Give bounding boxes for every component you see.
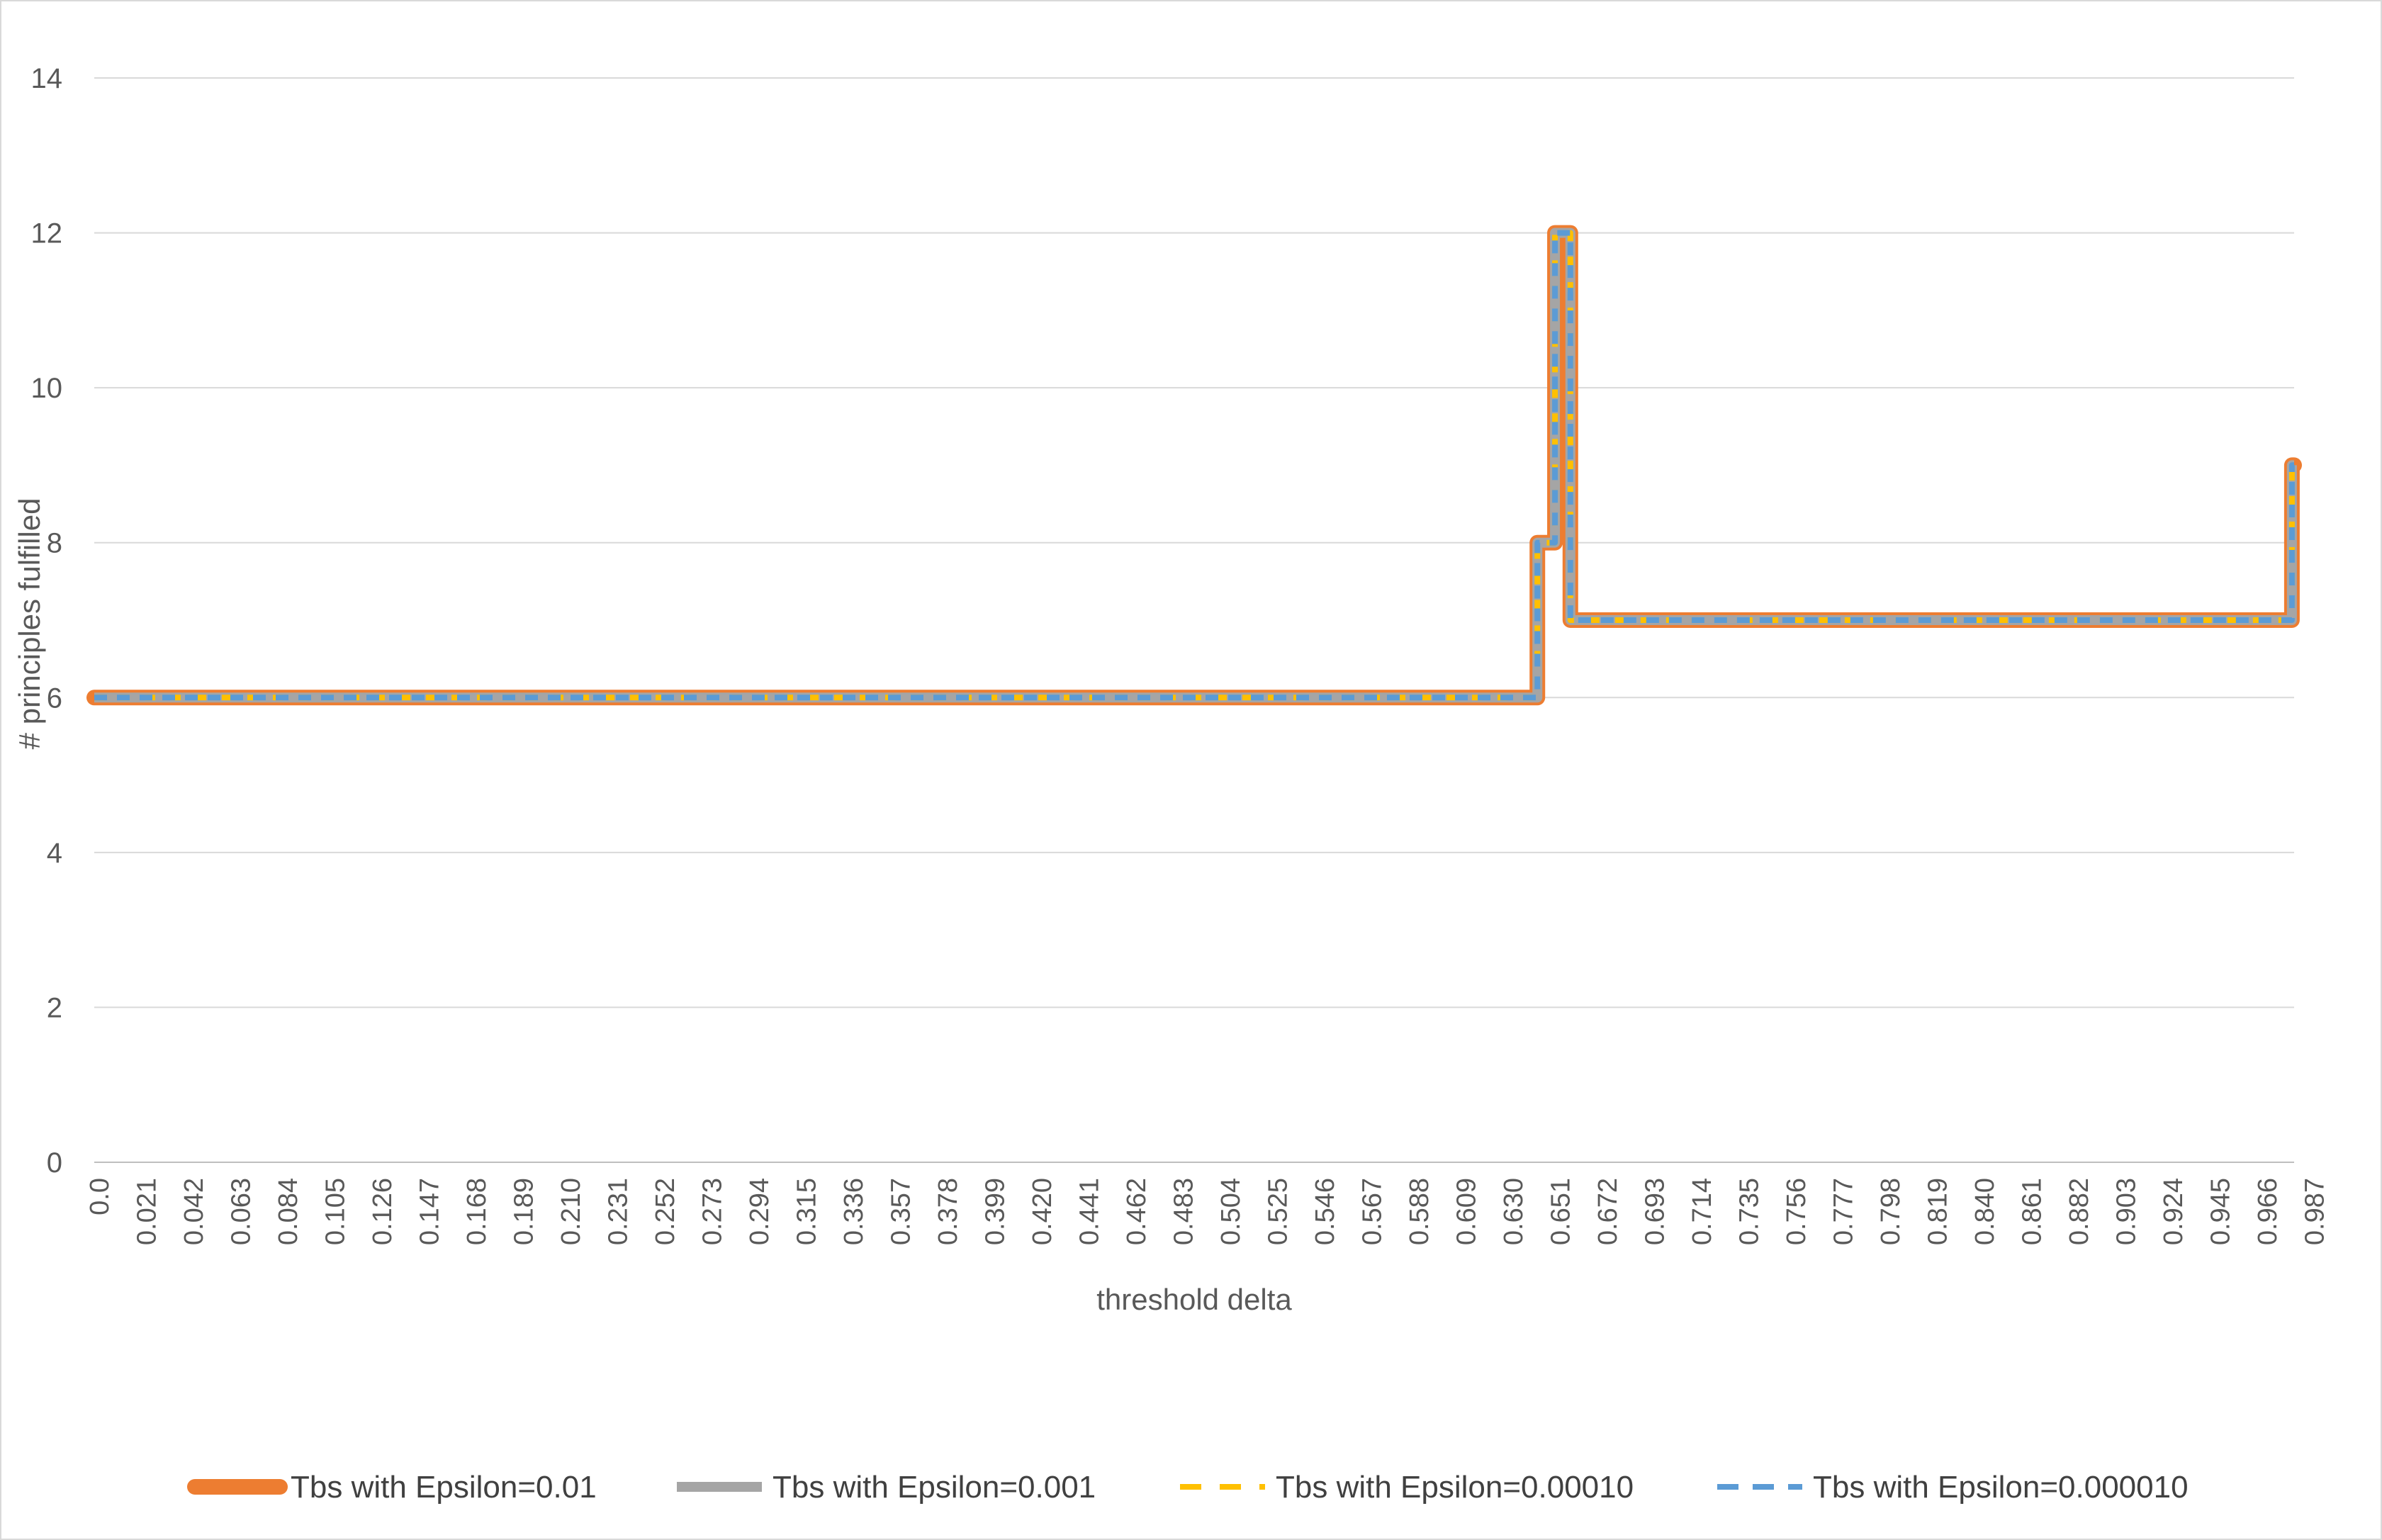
x-tick-label: 0.987	[2300, 1178, 2330, 1245]
legend-label: Tbs with Epsilon=0.000010	[1813, 1470, 2189, 1505]
x-tick-label: 0.483	[1169, 1178, 1199, 1245]
series-lines	[86, 225, 2302, 706]
x-tick-label: 0.882	[2064, 1178, 2094, 1245]
x-tick-label: 0.210	[556, 1178, 586, 1245]
y-tick-label: 4	[47, 838, 62, 869]
x-tick-label: 0.063	[227, 1178, 257, 1245]
x-tick-label: 0.168	[462, 1178, 492, 1245]
legend-label: Tbs with Epsilon=0.01	[291, 1470, 597, 1505]
x-tick-label: 0.924	[2159, 1178, 2189, 1245]
x-tick-label: 0.525	[1264, 1178, 1293, 1245]
x-tick-label: 0.315	[792, 1178, 822, 1245]
x-tick-label: 0.651	[1546, 1178, 1576, 1245]
x-tick-label: 0.735	[1735, 1178, 1765, 1245]
x-tick-label: 0.546	[1310, 1178, 1340, 1245]
x-tick-label: 0.798	[1876, 1178, 1906, 1245]
y-tick-label: 8	[47, 528, 62, 559]
y-tick-label: 12	[31, 218, 63, 249]
x-tick-label: 0.273	[698, 1178, 728, 1245]
x-tick-label: 0.861	[2018, 1178, 2047, 1245]
x-tick-label: 0.126	[368, 1178, 398, 1245]
x-tick-label: 0.0	[85, 1178, 115, 1215]
x-axis-ticks: 0.0 0.021 0.042 0.063 0.084 0.105 0.126 0.147 0.…	[85, 1178, 2330, 1245]
x-tick-label: 0.819	[1923, 1178, 1953, 1245]
x-tick-label: 0.084	[274, 1178, 303, 1245]
x-tick-label: 0.756	[1782, 1178, 1811, 1245]
x-tick-label: 0.945	[2206, 1178, 2236, 1245]
gridlines	[94, 77, 2294, 1163]
x-tick-label: 0.399	[981, 1178, 1011, 1245]
x-tick-label: 0.378	[933, 1178, 963, 1245]
x-tick-label: 0.231	[604, 1178, 634, 1245]
y-tick-label: 6	[47, 682, 62, 714]
y-tick-label: 2	[47, 992, 62, 1023]
x-tick-label: 0.567	[1358, 1178, 1388, 1245]
x-tick-label: 0.462	[1122, 1178, 1152, 1245]
x-tick-label: 0.630	[1499, 1178, 1529, 1245]
x-tick-label: 0.252	[651, 1178, 680, 1245]
x-tick-label: 0.714	[1687, 1178, 1717, 1245]
y-axis-ticks: 0 2 4 6 8 10 12 14	[31, 63, 63, 1179]
x-tick-label: 0.777	[1829, 1178, 1859, 1245]
x-tick-label: 0.021	[133, 1178, 162, 1245]
legend-label: Tbs with Epsilon=0.00010	[1276, 1470, 1634, 1505]
series-line	[94, 230, 2295, 701]
x-axis-title: threshold delta	[1096, 1283, 1292, 1316]
legend-label: Tbs with Epsilon=0.001	[773, 1470, 1096, 1505]
x-tick-label: 0.588	[1405, 1178, 1434, 1245]
x-tick-label: 0.294	[745, 1178, 775, 1245]
x-tick-label: 0.357	[887, 1178, 916, 1245]
x-tick-label: 0.966	[2253, 1178, 2283, 1245]
x-tick-label: 0.903	[2112, 1178, 2142, 1245]
y-tick-label: 10	[31, 373, 63, 404]
x-tick-label: 0.147	[415, 1178, 445, 1245]
legend: Tbs with Epsilon=0.01 Tbs with Epsilon=0.…	[187, 1470, 2189, 1505]
x-tick-label: 0.105	[321, 1178, 351, 1245]
x-tick-label: 0.441	[1075, 1178, 1105, 1245]
x-tick-label: 0.189	[510, 1178, 539, 1245]
y-tick-label: 14	[31, 63, 63, 94]
x-tick-label: 0.693	[1641, 1178, 1670, 1245]
y-axis-title: # principles fulfilled	[13, 498, 46, 750]
x-tick-label: 0.420	[1028, 1178, 1057, 1245]
x-tick-label: 0.336	[839, 1178, 869, 1245]
x-tick-label: 0.042	[179, 1178, 209, 1245]
x-tick-label: 0.672	[1593, 1178, 1623, 1245]
x-tick-label: 0.609	[1452, 1178, 1482, 1245]
y-tick-label: 0	[47, 1147, 62, 1179]
x-tick-label: 0.840	[1970, 1178, 2000, 1245]
series-line	[86, 225, 2302, 706]
x-tick-label: 0.504	[1216, 1178, 1246, 1245]
